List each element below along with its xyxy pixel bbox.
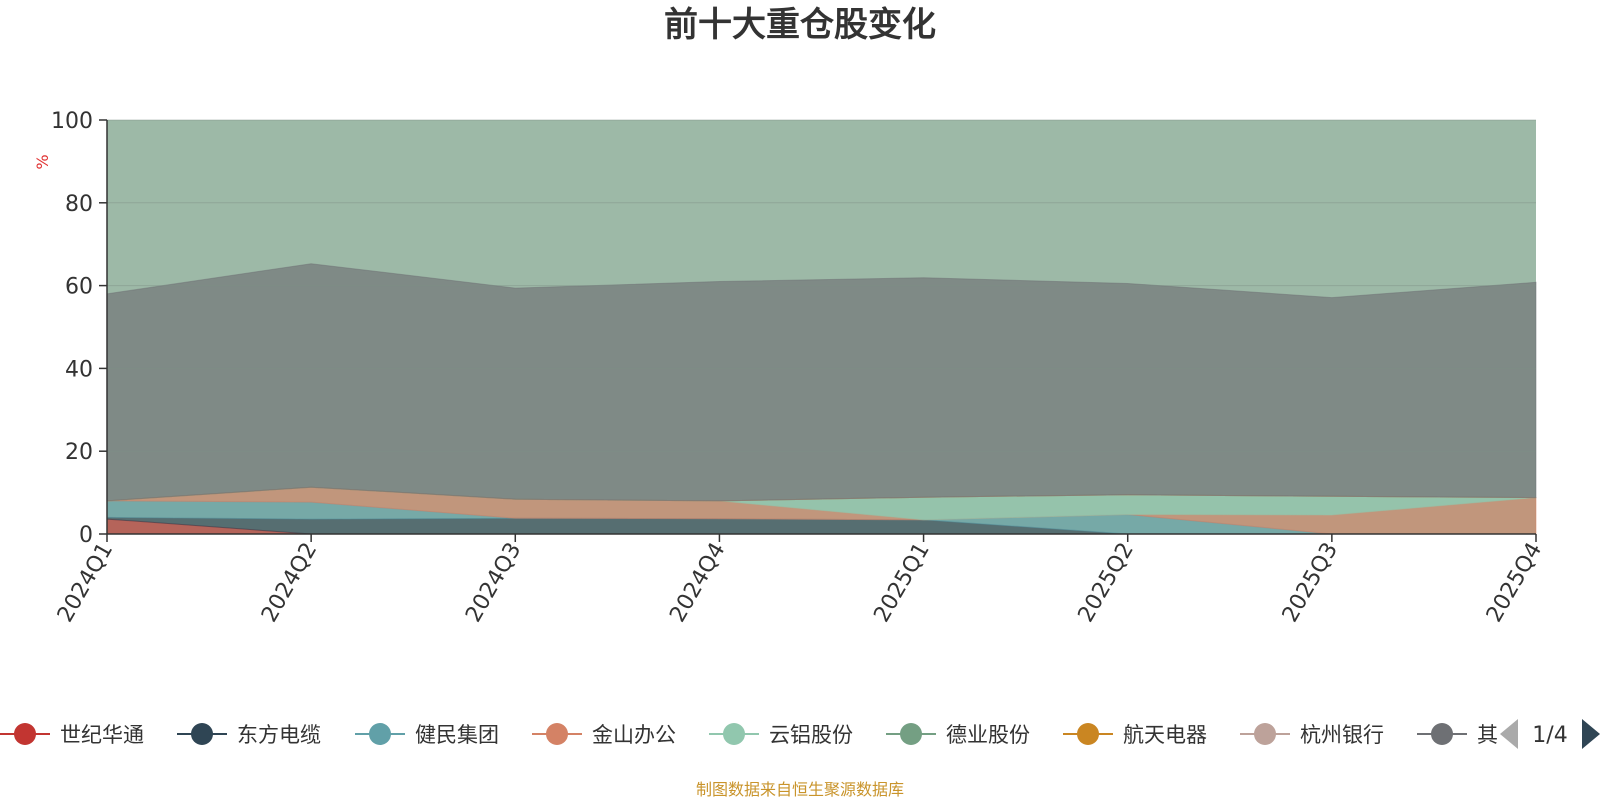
legend-item[interactable]: 其 bbox=[1417, 723, 1498, 747]
y-axis-unit: % bbox=[33, 154, 52, 169]
x-tick-label: 2025Q1 bbox=[869, 539, 934, 627]
legend-marker bbox=[546, 723, 568, 745]
legend-item[interactable]: 世纪华通 bbox=[0, 723, 144, 747]
arrow-left-icon[interactable] bbox=[1500, 719, 1518, 749]
x-tick-label: 2025Q3 bbox=[1278, 539, 1343, 627]
legend-item[interactable]: 航天电器 bbox=[1063, 723, 1207, 747]
legend-item[interactable]: 健民集团 bbox=[355, 723, 499, 747]
arrow-right-icon[interactable] bbox=[1582, 719, 1600, 749]
legend-item[interactable]: 东方电缆 bbox=[177, 723, 321, 747]
x-tick-label: 2024Q3 bbox=[461, 539, 526, 627]
legend: 世纪华通 东方电缆 健民集团 金山办公 云铝股份 德业股份 航天电器 杭州银行 其 bbox=[0, 723, 1498, 747]
legend-item[interactable]: 金山办公 bbox=[532, 723, 676, 747]
x-tick-label: 2024Q2 bbox=[257, 539, 322, 627]
legend-pager: 1/4 bbox=[1500, 719, 1600, 749]
grid-lines bbox=[107, 119, 1536, 452]
legend-item[interactable]: 云铝股份 bbox=[709, 723, 853, 747]
legend-marker bbox=[14, 723, 36, 745]
legend-label: 健民集团 bbox=[415, 723, 499, 747]
legend-marker bbox=[1254, 723, 1276, 745]
plot-area bbox=[106, 120, 1537, 535]
area-series-9 bbox=[106, 263, 1537, 502]
legend-label: 世纪华通 bbox=[60, 723, 144, 747]
y-tick-label: 100 bbox=[51, 109, 93, 134]
legend-marker bbox=[723, 723, 745, 745]
y-tick-label: 0 bbox=[79, 523, 93, 548]
data-source-note: 制图数据来自恒生聚源数据库 bbox=[696, 780, 904, 799]
chart-title: 前十大重仓股变化 bbox=[664, 5, 936, 45]
x-tick-label: 2024Q4 bbox=[665, 539, 730, 627]
legend-label: 航天电器 bbox=[1123, 723, 1207, 747]
legend-label: 东方电缆 bbox=[237, 723, 321, 747]
legend-marker bbox=[1431, 723, 1453, 745]
x-tick-label: 2025Q2 bbox=[1074, 539, 1139, 627]
x-tick-label: 2025Q4 bbox=[1482, 539, 1547, 627]
y-tick-label: 20 bbox=[65, 440, 93, 465]
legend-label: 其 bbox=[1477, 723, 1498, 747]
legend-marker bbox=[191, 723, 213, 745]
legend-item[interactable]: 杭州银行 bbox=[1240, 723, 1384, 747]
x-tick-label: 2024Q1 bbox=[53, 539, 118, 627]
legend-page-indicator: 1/4 bbox=[1532, 723, 1567, 748]
y-tick-label: 40 bbox=[65, 357, 93, 382]
y-tick-label: 80 bbox=[65, 192, 93, 217]
legend-marker bbox=[900, 723, 922, 745]
legend-marker bbox=[1077, 723, 1099, 745]
legend-marker bbox=[369, 723, 391, 745]
legend-label: 德业股份 bbox=[946, 723, 1030, 747]
legend-item[interactable]: 德业股份 bbox=[886, 723, 1030, 747]
legend-label: 云铝股份 bbox=[769, 723, 853, 747]
legend-label: 金山办公 bbox=[592, 723, 676, 747]
y-tick-label: 60 bbox=[65, 275, 93, 300]
legend-label: 杭州银行 bbox=[1300, 723, 1384, 747]
